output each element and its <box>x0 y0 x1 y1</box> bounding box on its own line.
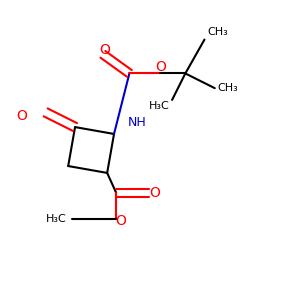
Text: NH: NH <box>128 116 146 128</box>
Text: H₃C: H₃C <box>148 101 169 111</box>
Text: H₃C: H₃C <box>45 214 66 224</box>
Text: O: O <box>99 43 110 57</box>
Text: CH₃: CH₃ <box>207 27 228 37</box>
Text: O: O <box>155 60 166 74</box>
Text: O: O <box>16 109 27 123</box>
Text: CH₃: CH₃ <box>218 83 238 93</box>
Text: O: O <box>149 186 160 200</box>
Text: O: O <box>115 214 126 228</box>
